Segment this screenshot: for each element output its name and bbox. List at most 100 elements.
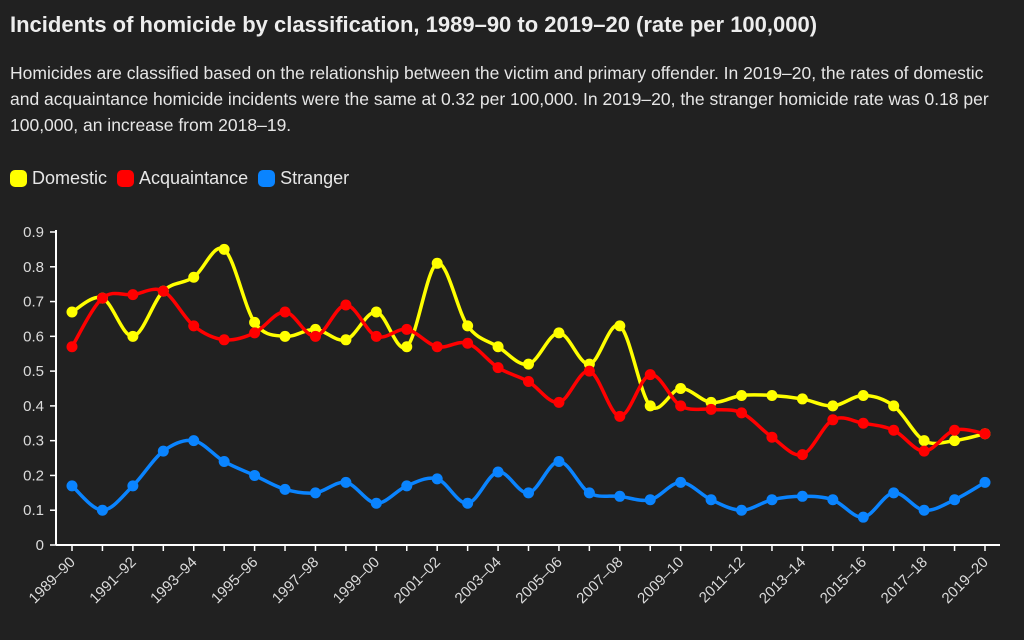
legend-label-acquaintance: Acquaintance <box>139 168 249 188</box>
series-line-acquaintance <box>70 287 986 457</box>
x-tick-label: 2017–18 <box>878 554 931 607</box>
legend-swatch-stranger <box>258 170 276 187</box>
data-point-stranger <box>523 487 534 499</box>
x-tick-label: 1989–90 <box>26 554 79 607</box>
x-tick-label: 2011–12 <box>696 554 749 607</box>
data-point-domestic <box>279 330 291 342</box>
x-tick-label: 2013–14 <box>756 554 809 607</box>
data-point-acquaintance <box>888 424 900 436</box>
data-point-acquaintance <box>218 334 230 346</box>
data-point-acquaintance <box>401 323 413 335</box>
data-point-stranger <box>796 490 808 502</box>
data-point-acquaintance <box>492 362 504 374</box>
data-point-stranger <box>705 494 717 506</box>
data-point-stranger <box>979 476 991 488</box>
data-point-domestic <box>949 435 961 447</box>
x-tick-label: 2015–16 <box>817 554 870 607</box>
data-point-domestic <box>431 257 443 269</box>
data-point-acquaintance <box>66 341 78 353</box>
series-line-domestic <box>71 246 986 446</box>
data-point-domestic <box>766 389 778 401</box>
data-point-acquaintance <box>705 403 717 415</box>
data-point-acquaintance <box>462 337 474 349</box>
y-tick-label: 0.8 <box>23 259 44 276</box>
chart-title: Incidents of homicide by classification,… <box>10 12 818 37</box>
x-tick-label: 2009–10 <box>634 554 687 607</box>
x-tick-label: 1999–00 <box>330 554 383 607</box>
x-tick-label: 1993–94 <box>147 554 200 607</box>
data-point-domestic <box>827 400 839 412</box>
data-point-stranger <box>127 480 139 492</box>
data-point-domestic <box>675 383 687 394</box>
x-tick-label: 2007–08 <box>573 554 626 607</box>
data-point-acquaintance <box>553 396 565 408</box>
y-tick-label: 0 <box>36 537 44 554</box>
data-point-domestic <box>888 400 900 412</box>
data-point-acquaintance <box>127 289 139 301</box>
data-point-domestic <box>553 327 565 339</box>
data-point-acquaintance <box>766 431 778 443</box>
data-point-acquaintance <box>583 365 595 377</box>
data-point-stranger <box>675 476 687 488</box>
data-point-stranger <box>96 504 108 516</box>
data-point-stranger <box>827 494 839 506</box>
data-point-acquaintance <box>918 445 930 457</box>
data-point-stranger <box>614 490 626 502</box>
data-point-acquaintance <box>340 299 352 311</box>
legend-item-domestic[interactable]: Domestic <box>10 168 107 189</box>
data-point-acquaintance <box>96 292 108 304</box>
y-tick-label: 0.4 <box>23 398 44 415</box>
legend-item-acquaintance[interactable]: Acquaintance <box>117 168 248 189</box>
data-point-stranger <box>401 480 413 492</box>
data-point-stranger <box>157 445 169 457</box>
y-tick-label: 0.5 <box>23 363 44 380</box>
data-point-stranger <box>918 504 930 516</box>
data-point-stranger <box>462 497 474 509</box>
x-tick-label: 2001–02 <box>391 554 444 607</box>
data-point-stranger <box>218 456 230 468</box>
x-tick-label: 2019–20 <box>939 554 992 607</box>
data-point-stranger <box>309 487 321 499</box>
y-tick-label: 0.6 <box>23 328 44 345</box>
data-point-domestic <box>66 306 78 318</box>
x-tick-label: 1995–96 <box>208 554 261 607</box>
data-point-domestic <box>401 341 413 353</box>
data-point-domestic <box>857 389 869 401</box>
legend-item-stranger[interactable]: Stranger <box>258 168 349 189</box>
data-point-acquaintance <box>644 369 656 381</box>
data-point-stranger <box>66 480 78 492</box>
data-point-stranger <box>553 456 565 468</box>
data-point-acquaintance <box>279 306 291 318</box>
data-point-domestic <box>462 320 474 332</box>
x-tick-label: 1997–98 <box>269 554 322 607</box>
data-point-stranger <box>492 466 504 478</box>
data-point-stranger <box>888 487 900 499</box>
data-point-acquaintance <box>249 327 261 339</box>
data-point-stranger <box>431 473 443 485</box>
data-point-domestic <box>523 358 534 370</box>
y-tick-label: 0.3 <box>23 433 44 450</box>
data-point-stranger <box>188 435 200 447</box>
data-point-domestic <box>249 316 261 328</box>
x-tick-label: 1991–92 <box>86 554 139 607</box>
chart-subtitle: Homicides are classified based on the re… <box>10 63 989 135</box>
data-point-stranger <box>583 487 595 499</box>
legend-label-domestic: Domestic <box>32 168 108 188</box>
data-point-acquaintance <box>796 449 808 461</box>
data-point-acquaintance <box>431 341 443 353</box>
y-tick-label: 0.7 <box>23 294 44 311</box>
data-point-domestic <box>340 334 352 346</box>
data-point-stranger <box>736 504 748 516</box>
data-point-domestic <box>918 435 930 447</box>
data-point-domestic <box>218 243 230 255</box>
series-line-stranger <box>70 438 986 519</box>
data-point-stranger <box>340 476 352 488</box>
legend: Domestic Acquaintance Stranger <box>10 168 351 189</box>
data-point-acquaintance <box>979 428 991 440</box>
data-point-domestic <box>492 341 504 353</box>
data-point-acquaintance <box>157 285 169 297</box>
data-point-acquaintance <box>857 417 869 429</box>
y-tick-label: 0.9 <box>23 224 44 241</box>
data-point-domestic <box>736 389 748 401</box>
data-point-acquaintance <box>309 330 321 342</box>
